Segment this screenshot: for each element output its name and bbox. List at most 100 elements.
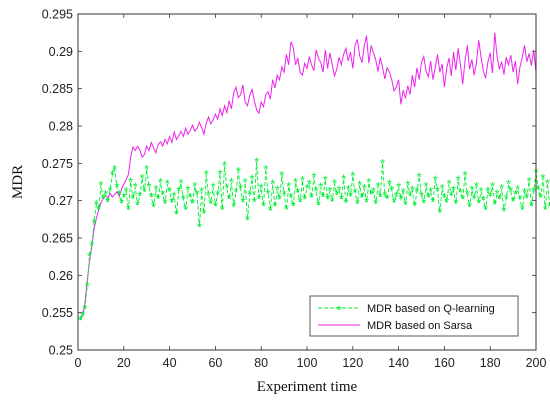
data-point-q-learning: * (371, 184, 376, 199)
data-point-q-learning: * (391, 195, 396, 210)
data-point-q-learning: * (353, 185, 358, 200)
data-point-q-learning: * (444, 195, 449, 210)
data-point-q-learning: * (348, 189, 353, 204)
data-point-q-learning: * (192, 179, 197, 194)
y-tick-label: 0.295 (42, 8, 73, 22)
series-layer: ****************************************… (78, 32, 550, 328)
data-point-q-learning: * (311, 169, 316, 184)
data-point-q-learning: * (492, 197, 497, 212)
data-point-q-learning: * (302, 192, 307, 207)
data-point-q-learning: * (133, 180, 138, 195)
data-point-q-learning: * (449, 188, 454, 203)
data-point-q-learning: * (304, 181, 309, 196)
x-tick-label: 180 (480, 356, 501, 370)
data-point-q-learning: * (197, 219, 202, 234)
data-point-q-learning: * (229, 175, 234, 190)
data-point-q-learning: * (208, 196, 213, 211)
data-point-q-learning: * (385, 192, 390, 207)
data-point-q-learning: * (199, 184, 204, 199)
data-point-q-learning: * (286, 179, 291, 194)
data-point-q-learning: * (96, 202, 101, 217)
x-tick-label: 40 (163, 356, 177, 370)
data-point-q-learning: * (158, 175, 163, 190)
legend-label-sarsa: MDR based on Sarsa (367, 320, 473, 332)
data-point-q-learning: * (263, 162, 268, 177)
data-point-q-learning: * (513, 187, 518, 202)
data-point-q-learning: * (421, 195, 426, 210)
data-point-q-learning: * (387, 177, 392, 192)
y-tick-label: 0.29 (49, 45, 73, 59)
data-point-q-learning: * (362, 181, 367, 196)
data-point-q-learning: * (80, 309, 85, 324)
data-point-q-learning: * (394, 189, 399, 204)
data-point-q-learning: * (295, 185, 300, 200)
data-point-q-learning: * (536, 182, 541, 197)
data-point-q-learning: * (259, 180, 264, 195)
data-point-q-learning: * (520, 202, 525, 217)
x-tick-label: 20 (117, 356, 131, 370)
data-point-q-learning: * (224, 181, 229, 196)
data-point-q-learning: * (160, 187, 165, 202)
data-point-q-learning: * (185, 183, 190, 198)
data-point-q-learning: * (378, 189, 383, 204)
data-point-q-learning: * (325, 192, 330, 207)
data-point-q-learning: * (268, 203, 273, 218)
data-point-q-learning: * (343, 195, 348, 210)
data-point-q-learning: * (101, 191, 106, 206)
data-point-q-learning: * (179, 176, 184, 191)
data-point-q-learning: * (231, 199, 236, 214)
data-point-q-learning: * (529, 198, 534, 213)
data-point-q-learning: * (112, 162, 117, 177)
data-point-q-learning: * (114, 180, 119, 195)
data-point-q-learning: * (137, 189, 142, 204)
data-point-q-learning: * (458, 185, 463, 200)
data-point-q-learning: * (543, 202, 548, 217)
series-line-sarsa (79, 32, 537, 321)
data-point-q-learning: * (85, 279, 90, 294)
data-point-q-learning: * (511, 194, 516, 209)
data-point-q-learning: * (442, 190, 447, 205)
data-point-q-learning: * (517, 192, 522, 207)
data-point-q-learning: * (339, 192, 344, 207)
data-point-q-learning: * (357, 177, 362, 192)
legend-label-q-learning: MDR based on Q-learning (367, 303, 495, 315)
data-point-q-learning: * (499, 181, 504, 196)
x-tick-label: 100 (297, 356, 318, 370)
y-axis-label: MDR (10, 165, 26, 199)
data-point-q-learning: * (130, 191, 135, 206)
data-point-q-learning: * (446, 177, 451, 192)
data-point-q-learning: * (309, 190, 314, 205)
data-point-q-learning: * (346, 182, 351, 197)
data-point-q-learning: * (527, 174, 532, 189)
data-point-q-learning: * (341, 172, 346, 187)
data-point-q-learning: * (201, 206, 206, 221)
data-point-q-learning: * (119, 195, 124, 210)
data-point-q-learning: * (396, 180, 401, 195)
data-point-q-learning: * (149, 189, 154, 204)
data-point-q-learning: * (504, 191, 509, 206)
data-point-q-learning: * (279, 168, 284, 183)
data-point-q-learning: * (359, 190, 364, 205)
data-point-q-learning: * (128, 175, 133, 190)
data-point-q-learning: * (398, 192, 403, 207)
data-point-q-learning: * (456, 172, 461, 187)
data-point-q-learning: * (140, 171, 145, 186)
data-point-q-learning: * (89, 238, 94, 253)
data-point-q-learning: * (401, 185, 406, 200)
data-point-q-learning: * (403, 197, 408, 212)
data-point-q-learning: * (300, 173, 305, 188)
data-point-q-learning: * (146, 180, 151, 195)
data-point-q-learning: * (233, 185, 238, 200)
data-point-q-learning: * (433, 172, 438, 187)
data-point-q-learning: * (332, 176, 337, 191)
data-point-q-learning: * (121, 189, 126, 204)
x-tick-label: 160 (434, 356, 455, 370)
data-point-q-learning: * (266, 186, 271, 201)
data-point-q-learning: * (243, 175, 248, 190)
data-point-q-learning: * (323, 172, 328, 187)
data-point-q-learning: * (424, 179, 429, 194)
data-point-q-learning: * (190, 196, 195, 211)
data-point-q-learning: * (240, 195, 245, 210)
data-point-q-learning: * (501, 204, 506, 219)
